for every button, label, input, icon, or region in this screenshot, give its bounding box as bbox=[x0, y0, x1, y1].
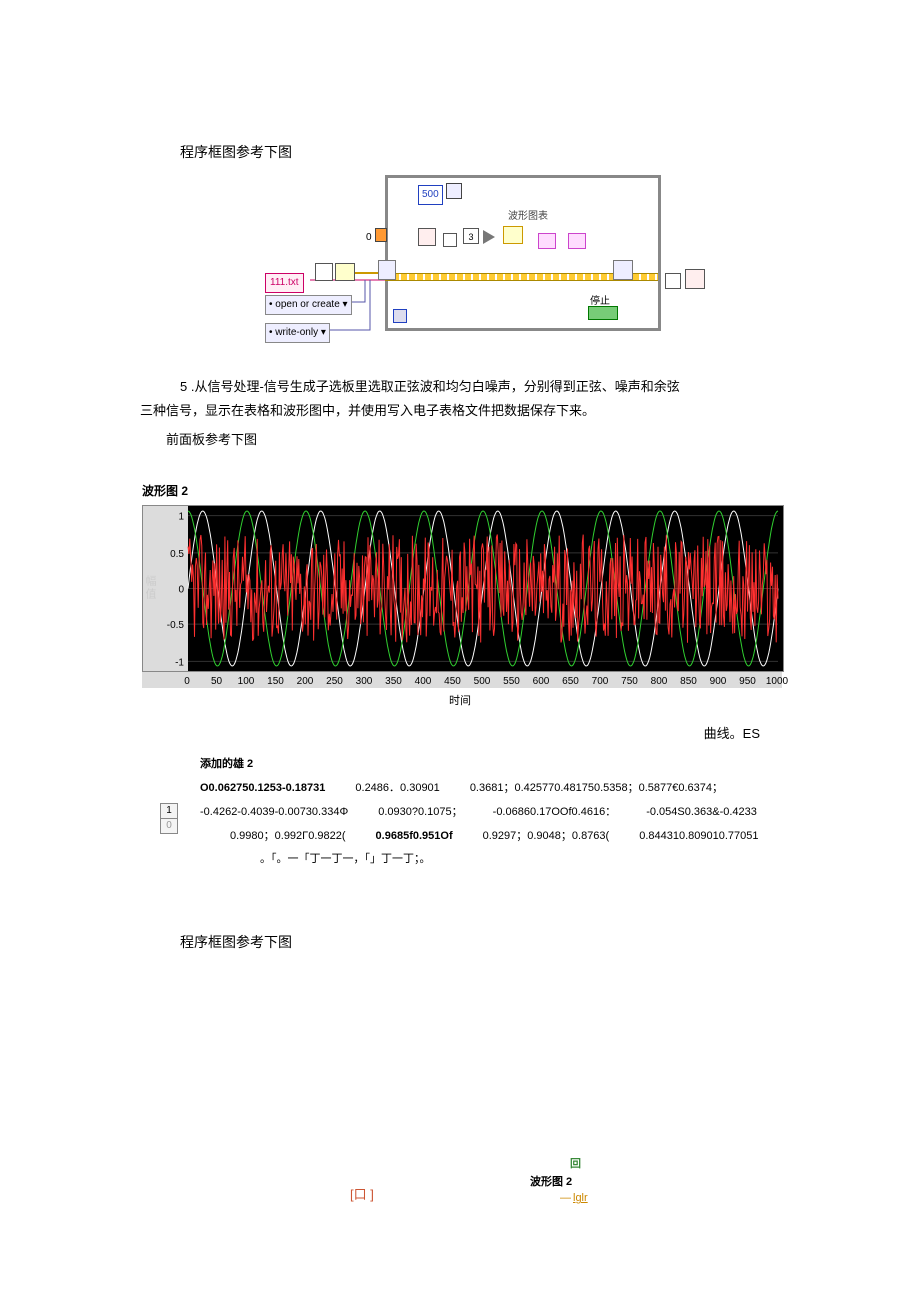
index-row-top: 1 bbox=[161, 804, 177, 819]
x-tick: 800 bbox=[651, 673, 668, 691]
green-marker: 回 bbox=[570, 1155, 581, 1175]
x-tick: 300 bbox=[356, 673, 373, 691]
x-tick: 700 bbox=[592, 673, 609, 691]
x-tick: 850 bbox=[680, 673, 697, 691]
file-write-node-left bbox=[378, 260, 396, 280]
table-cell: 0.9685f0.951Of bbox=[376, 827, 453, 847]
curve-es-text: 曲线。ES bbox=[140, 722, 760, 745]
step-5-paragraph: 5 .从信号处理-信号生成子选板里选取正弦波和均匀白噪声，分别得到正弦、噪声和余… bbox=[180, 375, 780, 398]
x-tick: 750 bbox=[621, 673, 638, 691]
x-tick: 600 bbox=[533, 673, 550, 691]
x-tick: 450 bbox=[444, 673, 461, 691]
table-cell: -0.06860.17OOf0.4616： bbox=[493, 803, 617, 823]
table-cell: 0.3681；0.425770.481750.5358；0.5877€0.637… bbox=[470, 779, 723, 799]
step-text-line1: .从信号处理-信号生成子选板里选取正弦波和均匀白噪声，分别得到正弦、噪声和余弦 bbox=[187, 379, 680, 394]
bundle-icon-1 bbox=[538, 233, 556, 249]
x-tick: 0 bbox=[184, 673, 190, 691]
section-title-2: 程序框图参考下图 bbox=[180, 930, 780, 955]
file-write-node-right bbox=[613, 260, 633, 280]
x-axis-label: 时间 bbox=[140, 692, 780, 712]
step-text-line2: 三种信号，显示在表格和波形图中，并使用写入电子表格文件把数据保存下来。 bbox=[140, 399, 780, 422]
x-axis-ticks: 0 50 100 150 200 250 300 350 400 450 500 550 600 650 7… bbox=[142, 672, 782, 688]
table-row: O0.062750.1253-0.18731 0.2486．0.30901 0.… bbox=[200, 779, 780, 799]
x-tick: 650 bbox=[562, 673, 579, 691]
data-table: 1 0 添加的雄 2 O0.062750.1253-0.18731 0.2486… bbox=[200, 755, 780, 870]
const-500: 500 bbox=[418, 185, 443, 205]
write-mode-dropdown: • write-only ▾ bbox=[265, 323, 330, 343]
x-tick: 50 bbox=[211, 673, 222, 691]
x-tick: 550 bbox=[503, 673, 520, 691]
block-diagram-1: 500 波形图表 0 3 停止 111.txt • open or create… bbox=[265, 175, 655, 345]
index-display: 1 0 bbox=[160, 803, 178, 834]
bundle-icon-2 bbox=[568, 233, 586, 249]
x-tick: 200 bbox=[297, 673, 314, 691]
add-const-3: 3 bbox=[463, 228, 479, 244]
x-tick: 1000 bbox=[766, 673, 788, 691]
table-cell: 。「。一「丁一丁一，「」丁一丁；。 bbox=[260, 850, 431, 870]
stop-button-terminal bbox=[588, 306, 618, 320]
section-title-1: 程序框图参考下图 bbox=[180, 140, 780, 165]
table-cell: 0.2486．0.30901 bbox=[355, 779, 439, 799]
x-tick: 950 bbox=[739, 673, 756, 691]
waveform-graph: 幅值 10.50-0.5-1 bbox=[142, 505, 784, 672]
index-row-bot: 0 bbox=[161, 819, 177, 833]
file-path-constant: 111.txt bbox=[265, 273, 304, 293]
waveform-title: 波形图 2 bbox=[142, 481, 780, 503]
wait-timer-icon bbox=[446, 183, 462, 199]
y-axis-label: 幅值 bbox=[145, 575, 159, 601]
x-tick: 100 bbox=[238, 673, 255, 691]
triangle-node-icon bbox=[483, 230, 495, 244]
x-tick: 500 bbox=[474, 673, 491, 691]
iteration-terminal-icon bbox=[393, 309, 407, 323]
x-tick: 350 bbox=[385, 673, 402, 691]
while-loop-frame: 500 波形图表 0 3 停止 bbox=[385, 175, 661, 331]
table-cell: 0.0930?0.1075； bbox=[378, 803, 462, 823]
error-handler-icon bbox=[685, 269, 705, 289]
node-box-1 bbox=[443, 233, 457, 247]
table-row: 0.9980；0.992Γ0.9822( 0.9685f0.951Of 0.92… bbox=[200, 827, 780, 847]
table-row: -0.4262-0.4039-0.00730.334Φ 0.0930?0.107… bbox=[200, 803, 780, 823]
y-axis-ticks bbox=[163, 506, 191, 671]
shift-register-left: 0 bbox=[375, 228, 387, 242]
table-cell: O0.062750.1253-0.18731 bbox=[200, 779, 325, 799]
open-file-vi-icon bbox=[335, 263, 355, 281]
x-tick: 400 bbox=[415, 673, 432, 691]
table-cell: 0.9980；0.992Γ0.9822( bbox=[230, 827, 346, 847]
x-tick: 900 bbox=[710, 673, 727, 691]
table-title: 添加的雄 2 bbox=[200, 755, 780, 775]
lglr-text: lglr bbox=[560, 1189, 588, 1209]
table-cell: -0.4262-0.4039-0.00730.334Φ bbox=[200, 803, 348, 823]
open-mode-dropdown: • open or create ▾ bbox=[265, 295, 352, 315]
block-diagram-2-fragment: 回 波形图 2 lglr [口 ] bbox=[140, 1155, 780, 1215]
x-tick: 250 bbox=[326, 673, 343, 691]
waveform-chart-label: 波形图表 bbox=[508, 208, 548, 226]
table-cell: 0.9297；0.9048；0.8763( bbox=[483, 827, 610, 847]
table-cell: -0.054S0.363&-0.4233 bbox=[646, 803, 757, 823]
table-cell: 0.844310.809010.77051 bbox=[639, 827, 758, 847]
x-tick: 150 bbox=[267, 673, 284, 691]
file-dialog-icon bbox=[315, 263, 333, 281]
table-row: 。「。一「丁一丁一，「」丁一丁；。 bbox=[200, 850, 780, 870]
front-panel-ref-text: 前面板参考下图 bbox=[140, 428, 780, 451]
waveform-svg: 10.50-0.5-1 bbox=[143, 506, 783, 671]
thermometer-icon bbox=[418, 228, 436, 246]
close-file-icon bbox=[665, 273, 681, 289]
orange-box-marker: [口 ] bbox=[350, 1183, 374, 1206]
build-array-icon bbox=[503, 226, 523, 244]
